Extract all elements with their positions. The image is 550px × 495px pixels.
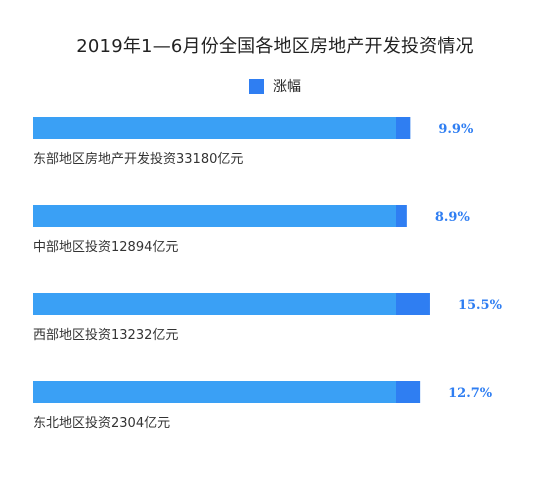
category-label-3: 东北地区投资2304亿元 xyxy=(33,415,170,431)
legend: 涨幅 xyxy=(0,76,550,96)
bar-growth-1 xyxy=(396,205,407,227)
value-label-0: 9.9% xyxy=(438,122,474,137)
bar-base-1 xyxy=(33,205,396,227)
bar-base-2 xyxy=(33,293,396,315)
value-label-3: 12.7% xyxy=(448,386,493,401)
category-label-2: 西部地区投资13232亿元 xyxy=(33,327,178,343)
category-label-1: 中部地区投资12894亿元 xyxy=(33,239,178,255)
bar-base-0 xyxy=(33,117,396,139)
value-label-2: 15.5% xyxy=(458,298,503,313)
bar-growth-2 xyxy=(396,293,430,315)
legend-label: 涨幅 xyxy=(273,79,301,95)
category-label-0: 东部地区房地产开发投资33180亿元 xyxy=(33,151,243,167)
chart-title: 2019年1—6月份全国各地区房地产开发投资情况 xyxy=(76,36,474,57)
legend-swatch xyxy=(249,78,264,94)
bar-growth-3 xyxy=(396,381,421,403)
value-label-1: 8.9% xyxy=(435,210,471,225)
bar-base-3 xyxy=(33,381,396,403)
bar-growth-0 xyxy=(396,117,411,139)
